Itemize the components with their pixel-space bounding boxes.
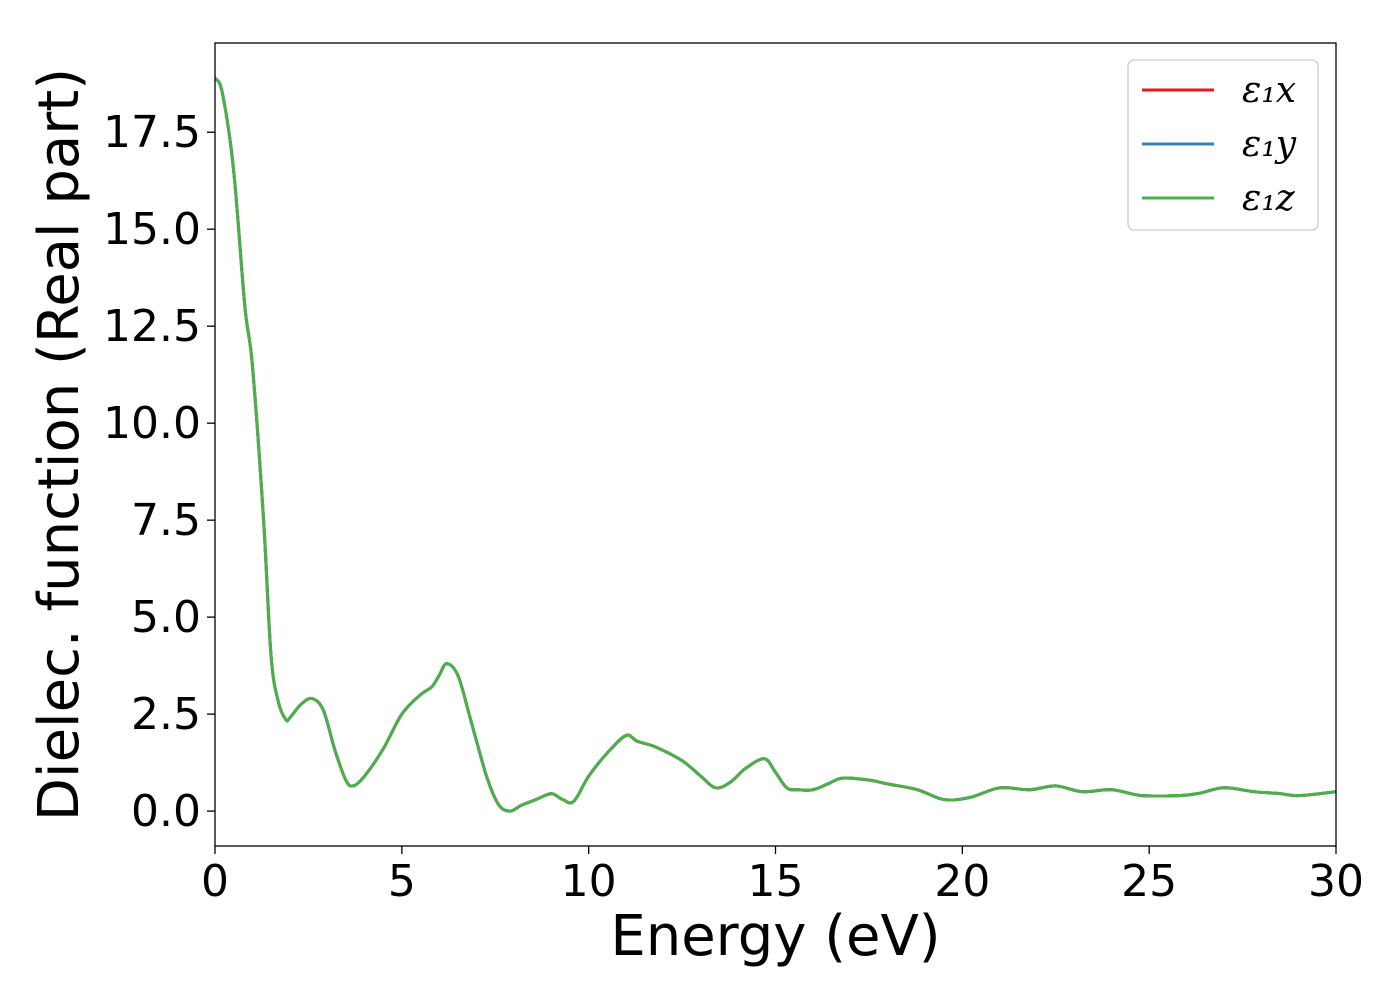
y-axis-label: Dielec. function (Real part) — [27, 68, 92, 821]
legend-box — [1127, 59, 1319, 231]
y-tick-label: 17.5 — [103, 107, 201, 158]
x-tick-label: 5 — [388, 856, 416, 907]
x-tick-label: 20 — [934, 856, 990, 907]
x-tick-label: 10 — [561, 856, 617, 907]
y-tick-label: 2.5 — [131, 689, 201, 740]
legend-label-3: ε₁z — [1242, 178, 1296, 219]
y-tick-label: 12.5 — [103, 301, 201, 352]
x-tick-label: 30 — [1308, 856, 1364, 907]
y-tick-label: 5.0 — [131, 592, 201, 643]
legend-label-1: ε₁x — [1242, 70, 1296, 111]
y-tick-label: 15.0 — [103, 204, 201, 255]
series-line-3 — [215, 76, 1336, 813]
x-tick-label: 0 — [201, 856, 229, 907]
y-axis-ticks: 0.0 2.5 5.0 7.5 10.0 12.5 15.0 17.5 — [103, 107, 215, 837]
y-tick-label: 0.0 — [131, 786, 201, 837]
x-tick-label: 25 — [1121, 856, 1177, 907]
series-lines — [215, 76, 1336, 813]
legend: ε₁x ε₁y ε₁z — [1127, 59, 1319, 231]
y-tick-label: 7.5 — [131, 495, 201, 546]
x-tick-label: 15 — [748, 856, 804, 907]
x-axis-label: Energy (eV) — [610, 904, 940, 969]
y-tick-label: 10.0 — [103, 398, 201, 449]
x-axis-ticks: 0 5 10 15 20 25 30 — [201, 846, 1364, 907]
legend-label-2: ε₁y — [1242, 124, 1297, 165]
